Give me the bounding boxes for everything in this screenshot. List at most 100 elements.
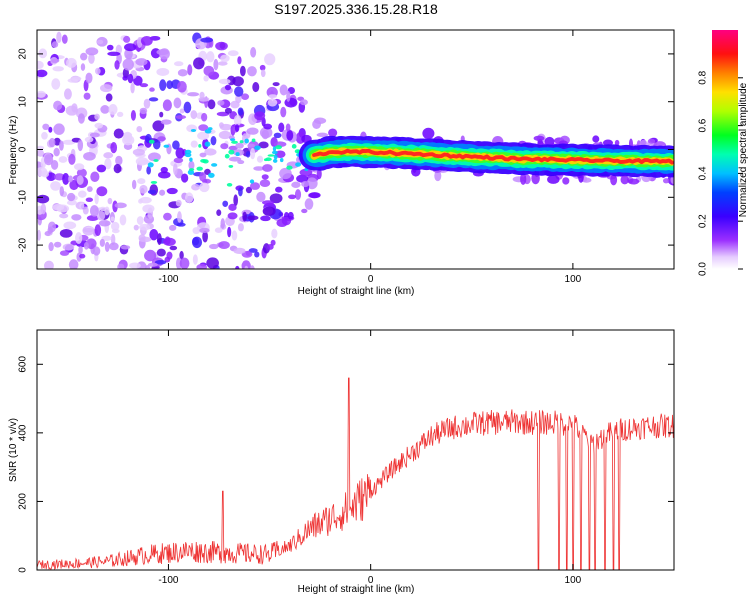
spectral-blob <box>110 216 115 222</box>
spectral-blob <box>627 178 640 185</box>
spectral-blob <box>262 164 273 172</box>
spectral-blob <box>135 58 148 66</box>
spectral-blob <box>187 64 193 76</box>
spectral-blob <box>53 100 63 111</box>
spectral-blob <box>144 249 157 262</box>
spectral-blob <box>246 127 259 135</box>
spectral-blob <box>139 184 148 194</box>
spectral-blob <box>230 100 240 109</box>
spectral-blob <box>218 130 232 140</box>
spectral-blob <box>159 79 167 91</box>
spectral-blob <box>67 78 79 83</box>
spectral-blob <box>139 196 152 204</box>
spectral-blob <box>299 168 313 177</box>
spectral-blob <box>82 227 95 233</box>
spectral-blob <box>192 254 198 265</box>
spectral-blob <box>139 83 149 88</box>
spectral-blob <box>272 82 280 87</box>
spectral-blob <box>234 86 244 97</box>
spectral-blob <box>83 92 91 100</box>
spectral-blob <box>56 31 62 44</box>
colorbar-tick-label: 0.6 <box>698 118 709 132</box>
spectral-blob <box>77 190 87 198</box>
spectral-blob <box>610 174 618 186</box>
spectral-blob <box>100 105 110 114</box>
y-tick-label: 200 <box>18 493 29 510</box>
spectral-blob <box>316 132 329 138</box>
spectral-blob <box>96 164 107 173</box>
spectral-blob <box>286 90 291 102</box>
spectral-blob <box>190 140 198 148</box>
x-tick-label: -100 <box>158 274 178 285</box>
spectral-blob <box>53 137 61 146</box>
spectral-blob <box>241 93 250 100</box>
spectral-blob <box>104 158 112 170</box>
spectral-blob <box>201 112 208 122</box>
spectral-blob <box>215 41 228 51</box>
spectral-blob <box>96 186 108 197</box>
spectral-blob <box>254 111 266 121</box>
spectral-blob <box>258 141 269 149</box>
spectral-blob <box>233 247 246 255</box>
spectral-blob <box>308 192 321 199</box>
spectral-blob <box>66 57 77 68</box>
spectral-blob <box>149 228 159 241</box>
spectral-blob <box>89 205 99 217</box>
spectral-blob <box>199 227 210 234</box>
spectral-blob <box>181 173 189 183</box>
spectral-blob <box>89 132 100 138</box>
spectral-blob <box>110 221 120 231</box>
spectral-blob <box>41 170 49 178</box>
spectral-blob <box>66 200 78 206</box>
x-tick-label: -100 <box>158 575 178 586</box>
spectral-blob <box>67 175 73 183</box>
spectral-blob <box>40 273 49 279</box>
spectral-blob <box>191 183 200 191</box>
spectral-blob <box>252 82 260 93</box>
spectral-blob <box>47 221 57 233</box>
spectral-blob <box>316 168 322 180</box>
spectral-blob <box>259 64 266 71</box>
spectral-blob <box>142 204 155 213</box>
spectral-blob <box>144 265 151 269</box>
snr-y-ticks: 0 200 400 600 <box>18 356 674 573</box>
spectral-core <box>150 180 158 184</box>
y-tick-label: 600 <box>18 356 29 373</box>
spectral-blob <box>220 54 230 63</box>
spectral-blob <box>147 262 158 267</box>
spectral-blob <box>83 271 89 280</box>
spectral-blob <box>254 251 260 258</box>
spectral-blob <box>113 163 122 174</box>
colorbar-ticks: 0.0 0.2 0.4 0.6 0.8 <box>698 70 743 276</box>
spectral-blob <box>291 181 301 188</box>
spectral-core <box>230 138 236 142</box>
spectral-blob <box>130 82 135 94</box>
spectral-blob <box>224 107 232 114</box>
spectral-core <box>184 152 192 158</box>
spectral-blob <box>131 179 137 190</box>
spectral-blob <box>37 60 44 70</box>
spectral-blob <box>190 110 198 120</box>
spectral-blob <box>269 193 283 204</box>
spectral-blob <box>51 78 61 90</box>
spectral-blob <box>235 265 240 269</box>
spectral-blob <box>260 69 266 78</box>
spectral-blob <box>50 181 61 191</box>
spectral-blob <box>174 61 184 67</box>
spectral-blob <box>304 198 314 210</box>
spectral-blob <box>280 106 287 118</box>
spectral-blob <box>520 173 527 185</box>
spectral-blob <box>53 241 62 248</box>
spectral-blob <box>268 94 278 99</box>
spectral-blob <box>217 100 225 106</box>
spectral-blob <box>127 73 134 84</box>
spectral-core <box>187 169 195 175</box>
spectral-blob <box>94 224 102 237</box>
spectral-blob <box>166 251 173 260</box>
spectral-blob <box>79 253 86 259</box>
spectral-core <box>294 149 301 154</box>
spectral-blob <box>250 147 256 160</box>
spectral-core <box>273 154 278 160</box>
spectral-blob <box>96 210 106 221</box>
spectral-blob <box>179 257 190 269</box>
